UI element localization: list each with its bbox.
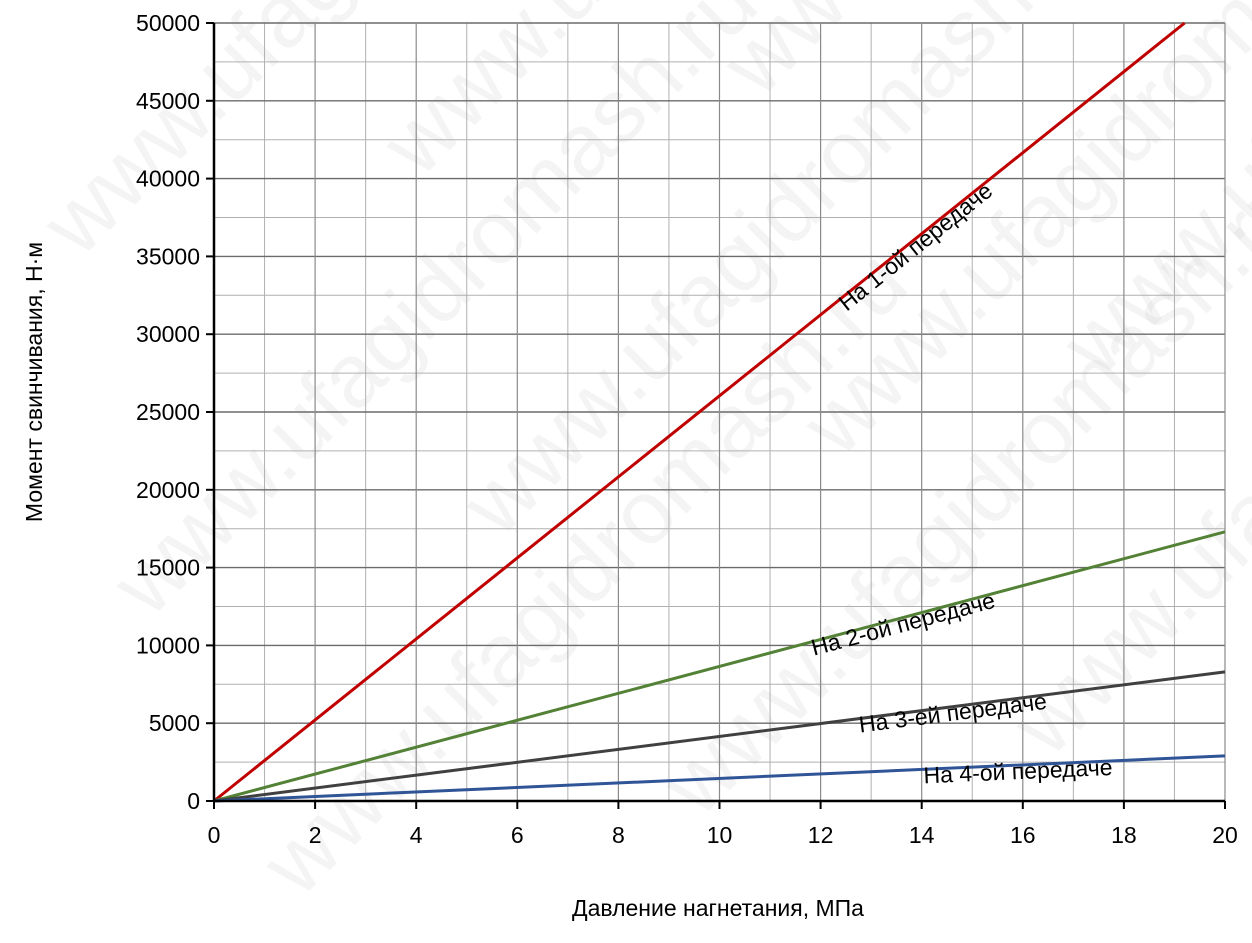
y-tick-label: 15000 bbox=[136, 555, 200, 581]
x-tick-label: 10 bbox=[707, 822, 733, 848]
x-tick-label: 2 bbox=[309, 822, 322, 848]
y-tick-label: 45000 bbox=[136, 88, 200, 114]
y-tick-label: 0 bbox=[187, 788, 200, 814]
y-tick-label: 30000 bbox=[136, 321, 200, 347]
y-tick-label: 35000 bbox=[136, 243, 200, 269]
series-line-1 bbox=[213, 21, 1186, 803]
series-line-4 bbox=[213, 754, 1226, 803]
y-tick-label: 40000 bbox=[136, 166, 200, 192]
series-line-2 bbox=[213, 530, 1226, 803]
tick-labels: 0 5000 10000 15000 20000 25000 30000 35000 40000… bbox=[136, 10, 1238, 848]
series-line-3 bbox=[213, 670, 1226, 803]
y-tick-label: 10000 bbox=[136, 632, 200, 658]
x-tick-label: 8 bbox=[612, 822, 625, 848]
y-tick-label: 5000 bbox=[149, 710, 200, 736]
major-grid bbox=[214, 22, 1226, 801]
x-tick-label: 16 bbox=[1010, 822, 1036, 848]
x-tick-label: 0 bbox=[208, 822, 221, 848]
x-tick-label: 14 bbox=[909, 822, 935, 848]
series-label-4: На 4-ой передаче bbox=[923, 754, 1113, 788]
series-layer bbox=[213, 21, 1226, 803]
y-axis-title: Момент свинчивания, Н·м bbox=[21, 242, 47, 522]
x-axis-title: Давление нагнетания, МПа bbox=[572, 895, 864, 921]
x-tick-label: 12 bbox=[808, 822, 834, 848]
x-tick-label: 18 bbox=[1111, 822, 1137, 848]
y-tick-label: 20000 bbox=[136, 477, 200, 503]
x-tick-label: 4 bbox=[410, 822, 423, 848]
y-tick-label: 25000 bbox=[136, 399, 200, 425]
x-tick-label: 6 bbox=[511, 822, 524, 848]
axes bbox=[206, 22, 1226, 809]
x-tick-label: 20 bbox=[1212, 822, 1238, 848]
y-tick-label: 50000 bbox=[136, 10, 200, 36]
